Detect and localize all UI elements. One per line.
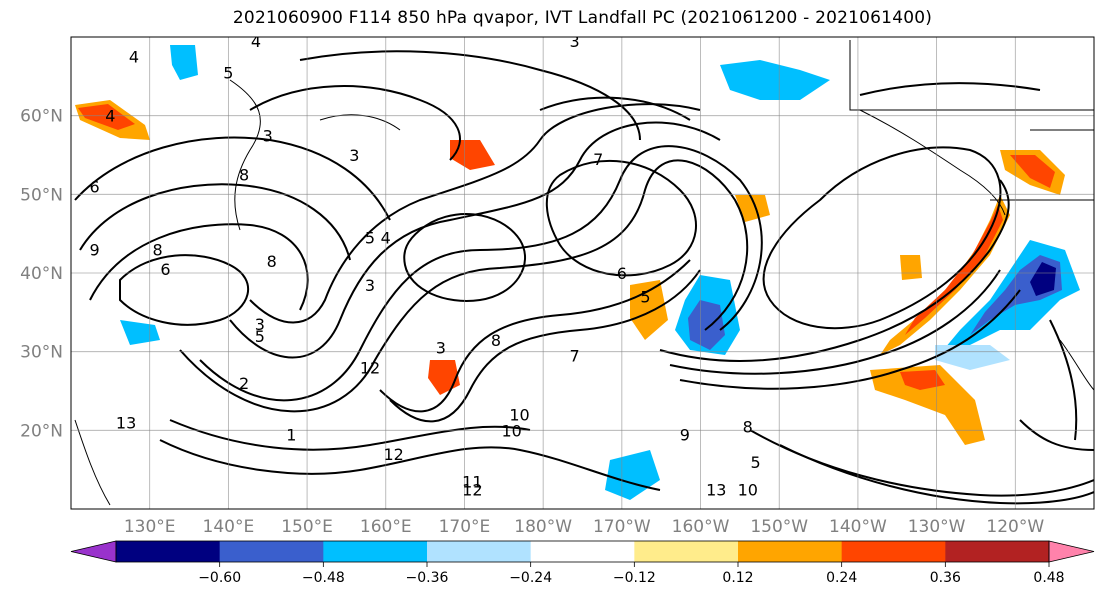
small-positive-3 xyxy=(450,140,495,170)
shading-layer xyxy=(75,45,1080,500)
colorbar-bin xyxy=(945,541,1050,562)
contour-label: 5 xyxy=(751,453,761,472)
contour-label: 4 xyxy=(105,107,115,126)
colorbar-tick-label: 0.48 xyxy=(1033,570,1064,586)
contour-label: 1 xyxy=(286,425,296,444)
colorbar-tick-label: −0.36 xyxy=(406,570,449,586)
contour-label: 3 xyxy=(436,339,446,358)
colorbar-tick-label: −0.60 xyxy=(198,570,241,586)
longitude-label: 130°E xyxy=(124,517,176,537)
longitude-label: 160°E xyxy=(360,517,412,537)
small-negative-5 xyxy=(935,345,1010,370)
longitude-label: 170°W xyxy=(593,517,651,537)
small-negative-1 xyxy=(170,45,198,80)
contour-label: 3 xyxy=(255,315,265,334)
contour-label: 12 xyxy=(383,445,403,464)
latitude-label: 50°N xyxy=(20,185,63,205)
latitude-label: 60°N xyxy=(20,107,63,127)
contour-label: 7 xyxy=(593,150,603,169)
contour-label: 10 xyxy=(501,421,521,440)
contour-label: 5 xyxy=(255,327,265,346)
colorbar-bin xyxy=(634,541,739,562)
longitude-label: 150°W xyxy=(750,517,808,537)
colorbar-extend-low xyxy=(70,540,117,563)
colorbar-tick-label: −0.48 xyxy=(302,570,345,586)
contour-label: 5 xyxy=(640,288,650,307)
contour-label: 8 xyxy=(743,417,753,436)
gridlines xyxy=(71,37,1094,509)
contour-label: 6 xyxy=(160,260,170,279)
gulf-positive-core xyxy=(1010,155,1055,188)
colorbar-outline xyxy=(115,540,1050,563)
contour-label: 9 xyxy=(90,240,100,259)
contour-label: 2 xyxy=(239,374,249,393)
positive-anomaly-core xyxy=(905,205,1003,335)
colorbar-bin xyxy=(427,541,532,562)
subtropical-positive-core xyxy=(900,370,945,390)
latitude-labels: 20°N 30°N 40°N 50°N 60°N xyxy=(20,107,63,442)
colorbar-bin xyxy=(116,541,221,562)
colorbar-tick-label: −0.24 xyxy=(509,570,552,586)
contour-lines xyxy=(74,50,1094,505)
colorbar-bin xyxy=(738,541,843,562)
contour-label: 10 xyxy=(509,406,529,425)
longitude-label: 180°W xyxy=(514,517,572,537)
longitude-label: 150°E xyxy=(281,517,333,537)
small-negative-2 xyxy=(720,60,830,100)
contour-label: 9 xyxy=(680,425,690,444)
latitude-label: 30°N xyxy=(20,343,63,363)
central-negative-core xyxy=(688,300,725,350)
longitude-label: 130°W xyxy=(908,517,966,537)
subtropical-positive-patch xyxy=(870,365,985,445)
contour-label: 3 xyxy=(365,276,375,295)
colorbar-bin xyxy=(323,541,428,562)
latitude-label: 40°N xyxy=(20,264,63,284)
contour-label: 3 xyxy=(349,146,359,165)
contour-label: 7 xyxy=(570,347,580,366)
colorbar-extend-high xyxy=(1048,540,1095,563)
longitude-label: 140°E xyxy=(203,517,255,537)
contour-label: 8 xyxy=(491,331,501,350)
colorbar-bin xyxy=(219,541,324,562)
colorbar-bin xyxy=(530,541,635,562)
contour-label: 6 xyxy=(617,264,627,283)
longitude-label: 120°W xyxy=(986,517,1044,537)
colorbar-tick-label: 0.24 xyxy=(826,570,857,586)
longitude-label: 170°E xyxy=(439,517,491,537)
contour-label: 6 xyxy=(90,177,100,196)
longitude-label: 140°W xyxy=(829,517,887,537)
colorbar-tick-label: 0.12 xyxy=(722,570,753,586)
map-title: 2021060900 F114 850 hPa qvapor, IVT Land… xyxy=(232,8,933,28)
negative-anomaly-deep xyxy=(1030,262,1056,296)
contour-label: 12 xyxy=(462,480,482,499)
contour-label: 4 xyxy=(381,229,391,248)
contour-label: 4 xyxy=(251,32,261,51)
contour-label: 11 xyxy=(462,472,482,491)
contour-label: 8 xyxy=(267,252,277,271)
contour-label: 10 xyxy=(738,480,758,499)
contour-label: 8 xyxy=(152,240,162,259)
map-frame xyxy=(70,36,1095,510)
contour-label: 5 xyxy=(223,63,233,82)
contour-label: 8 xyxy=(239,166,249,185)
contour-label: 12 xyxy=(360,358,380,377)
contour-label: 4 xyxy=(129,48,139,67)
contour-label: 3 xyxy=(570,32,580,51)
longitude-label: 160°W xyxy=(672,517,730,537)
contour-label: 3 xyxy=(263,126,273,145)
colorbar-tick-label: 0.36 xyxy=(930,570,961,586)
contour-label: 5 xyxy=(365,229,375,248)
longitude-labels: 130°E 140°E 150°E 160°E 170°E 180°W 170°W 160°W… xyxy=(124,517,1045,537)
small-positive-5 xyxy=(900,255,922,280)
latitude-label: 20°N xyxy=(20,421,63,441)
contour-label: 13 xyxy=(116,413,136,432)
colorbar-tick-label: −0.12 xyxy=(613,570,656,586)
colorbar: −0.60 −0.48 −0.36 −0.24 −0.12 0.12 0.24 0.36 0.4… xyxy=(70,540,1095,586)
small-positive-4 xyxy=(735,195,770,222)
nw-positive-core xyxy=(78,104,135,130)
colorbar-bin xyxy=(841,541,946,562)
contour-label: 13 xyxy=(706,480,726,499)
